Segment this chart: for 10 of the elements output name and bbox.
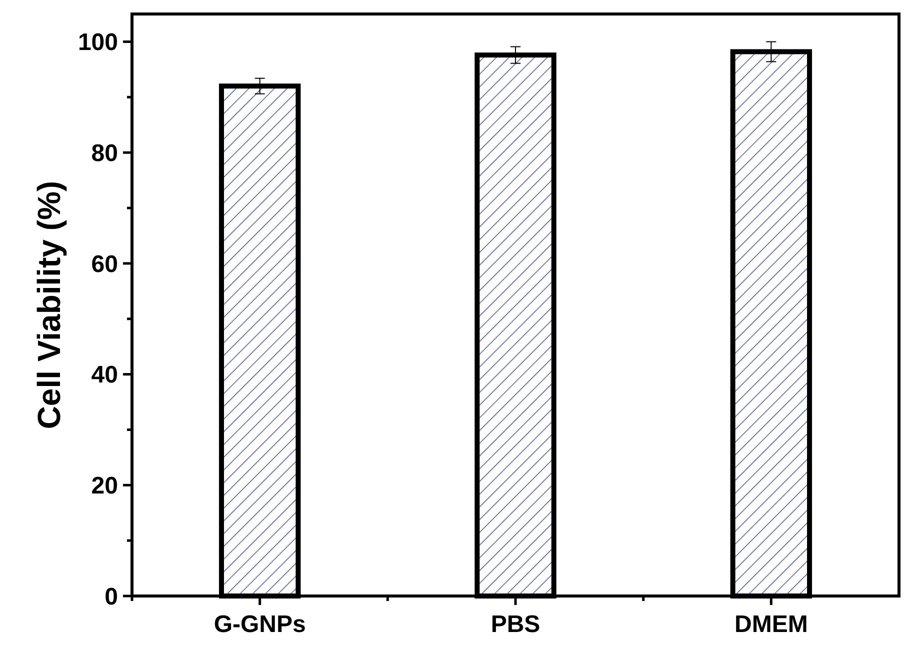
y-tick-label: 0	[104, 583, 118, 610]
y-tick-label: 40	[91, 362, 118, 389]
x-tick-label: PBS	[490, 611, 540, 638]
y-tick-label: 100	[78, 29, 118, 56]
y-axis-title: Cell Viability (%)	[31, 180, 67, 430]
x-tick-label: G-GNPs	[214, 611, 306, 638]
y-tick-label: 20	[91, 472, 118, 500]
y-tick-label: 80	[91, 140, 118, 167]
x-tick-label: DMEM	[734, 611, 808, 638]
y-tick-label: 60	[91, 250, 118, 278]
